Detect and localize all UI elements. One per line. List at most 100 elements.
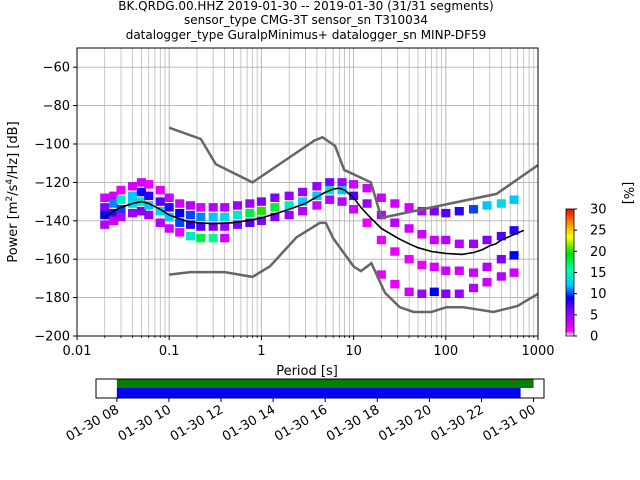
psd-cell [220,203,230,212]
psd-cell [100,220,110,229]
psd-cell [482,235,492,245]
psd-plot-area: 0.01 0.1 1 10 100 1000 −60 −80 −100 −120 −140 −160… [5,47,555,379]
psd-cell [349,191,359,201]
psd-cell [175,208,185,218]
colorbar-tick-label: 25 [590,224,607,239]
psd-cell [175,199,185,208]
noise-model-nlnm [169,221,538,314]
psd-cell [284,210,294,220]
psd-cell [256,206,266,216]
psd-cell [469,239,479,249]
plot-background [77,48,538,336]
psd-cell [116,212,126,222]
psd-cell [175,228,185,237]
coverage-tick-label: 01-30 16 [272,402,330,444]
psd-cell [312,201,322,210]
y-tick-label: −160 [34,253,70,268]
colorbar-tick-label: 15 [590,266,607,281]
x-axis-label: Period [s] [276,364,338,379]
coverage-bar-data [116,379,534,388]
y-tick-label: −80 [43,99,70,114]
psd-cell [349,180,359,189]
coverage-tick-label: 01-30 14 [220,402,278,444]
psd-cell [509,268,519,277]
psd-cell [404,224,414,233]
y-tick-label: −60 [43,61,70,76]
psd-cell [109,208,119,218]
psd-cell [100,210,110,220]
psd-cell [509,195,519,204]
x-axis-ticks: 0.01 0.1 1 10 100 1000 [63,336,555,359]
psd-cell [164,212,174,222]
x-tick-label: 1 [257,344,265,359]
mean-psd-line [104,187,525,256]
psd-cell [454,289,464,298]
title-line-2: sensor_type CMG-3T sensor_sn T310034 [184,13,428,27]
psd-cell [417,206,427,216]
psd-cell [256,216,266,226]
psd-cell [185,231,195,241]
psd-cell [155,197,165,206]
psd-cell [196,222,206,231]
psd-cell [362,218,372,227]
psd-cell [116,185,126,195]
psd-cell [496,254,506,264]
psd-cell [376,270,386,279]
colorbar-label: [%] [620,182,635,205]
psd-cell [496,231,506,241]
psd-cell [208,212,218,222]
psd-cell [185,201,195,210]
colorbar-gradient [565,208,575,337]
x-tick-label: 0.01 [63,344,92,359]
psd-cell [284,191,294,201]
psd-cell [208,222,218,231]
psd-cell [482,278,492,287]
psd-cell [127,208,138,218]
psd-cell [376,193,386,202]
psd-cell [454,239,464,249]
psd-cell [509,251,519,260]
coverage-bars [116,379,534,398]
psd-cell [116,195,126,204]
psd-cell [390,218,400,227]
coverage-tick-label: 01-30 20 [376,402,434,444]
psd-cell [337,178,347,187]
psd-cell [270,203,280,212]
psd-cell [136,178,146,187]
psd-cell [144,180,154,189]
psd-cell [144,191,154,201]
psd-cell [298,187,308,197]
psd-cell [164,224,174,233]
psd-cell [325,195,335,204]
psd-cell [232,220,242,229]
psd-cell [390,279,400,289]
colorbar-tick-label: 30 [590,203,607,218]
psd-cell [109,191,119,201]
y-tick-label: −120 [34,176,70,191]
psd-cell [417,289,427,298]
x-tick-label: 10 [345,344,362,359]
x-tick-label: 100 [433,344,458,359]
psd-cell [100,193,110,202]
psd-cell [417,230,427,239]
colorbar-tick-label: 5 [590,308,598,323]
psd-cell [136,206,146,216]
chart-title: BK.QRDG.00.HHZ 2019-01-30 -- 2019-01-30 … [118,0,493,42]
psd-cell [164,203,174,212]
psd-cell [376,235,386,245]
psd-cell [404,287,414,297]
psd-cell [232,210,242,220]
psd-cell [441,289,451,298]
coverage-tick-label: 01-30 10 [116,402,174,444]
psd-cell [312,191,322,201]
x-tick-label: 0.1 [159,344,180,359]
colorbar-ticks: 0 5 10 15 20 25 30 [574,203,607,345]
coverage-tick-label: 01-30 08 [64,402,122,444]
psd-cell [441,235,451,245]
psd-cell [469,205,479,214]
psd-cell [284,201,294,210]
psd-cell [185,220,195,229]
y-tick-label: −140 [34,214,70,229]
